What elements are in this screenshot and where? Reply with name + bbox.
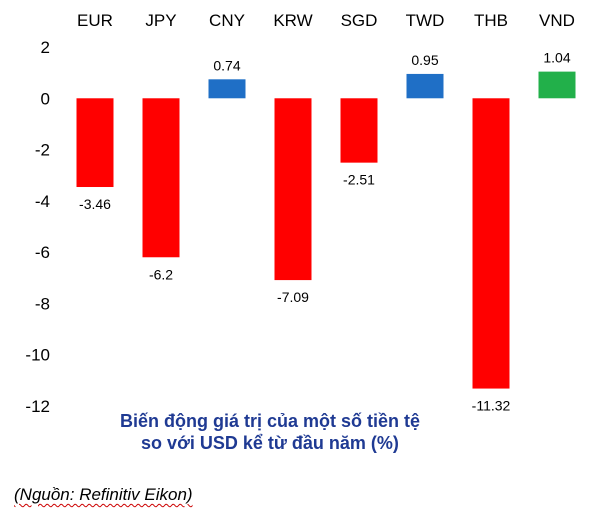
category-label-sgd: SGD	[341, 11, 378, 30]
data-label-jpy: -6.2	[149, 266, 173, 282]
bar-krw	[274, 98, 312, 281]
bar-cny	[208, 79, 246, 99]
chart-caption: Biến động giá trị của một số tiền tệ so …	[95, 410, 445, 454]
data-label-twd: 0.95	[411, 52, 438, 68]
data-label-krw: -7.09	[277, 289, 309, 305]
bar-thb	[472, 98, 510, 389]
data-labels: -3.46 -6.2 0.74 -7.09 -2.51 0.95 -11.32 1.04	[79, 50, 571, 414]
source-note: (Nguồn: Refinitiv Eikon)	[14, 485, 193, 504]
data-label-eur: -3.46	[79, 196, 111, 212]
bar-eur	[76, 98, 114, 188]
data-label-cny: 0.74	[213, 57, 240, 73]
category-labels: EUR JPY CNY KRW SGD TWD THB VND	[77, 11, 575, 30]
y-tick-label: -10	[25, 346, 50, 365]
y-tick-label: -6	[35, 243, 50, 262]
bar-vnd	[538, 71, 576, 99]
y-tick-label: -2	[35, 141, 50, 160]
y-tick-label: -4	[35, 192, 50, 211]
category-label-thb: THB	[474, 11, 508, 30]
y-axis: 2 0 -2 -4 -6 -8 -10 -12	[25, 38, 50, 416]
bars	[76, 71, 576, 389]
category-label-cny: CNY	[209, 11, 245, 30]
bar-sgd	[340, 98, 378, 163]
y-tick-label: 0	[41, 89, 50, 108]
category-label-vnd: VND	[539, 11, 575, 30]
y-tick-label: -12	[25, 397, 50, 416]
data-label-thb: -11.32	[472, 398, 511, 414]
category-label-jpy: JPY	[145, 11, 176, 30]
data-label-sgd: -2.51	[343, 172, 375, 188]
bar-twd	[406, 73, 444, 99]
caption-line-2: so với USD kể từ đầu năm (%)	[141, 433, 399, 453]
caption-line-1: Biến động giá trị của một số tiền tệ	[119, 411, 421, 431]
y-tick-label: -8	[35, 294, 50, 313]
bar-jpy	[142, 98, 180, 258]
category-label-krw: KRW	[273, 11, 312, 30]
y-tick-label: 2	[41, 38, 50, 57]
data-label-vnd: 1.04	[543, 50, 570, 66]
category-label-twd: TWD	[406, 11, 445, 30]
category-label-eur: EUR	[77, 11, 113, 30]
